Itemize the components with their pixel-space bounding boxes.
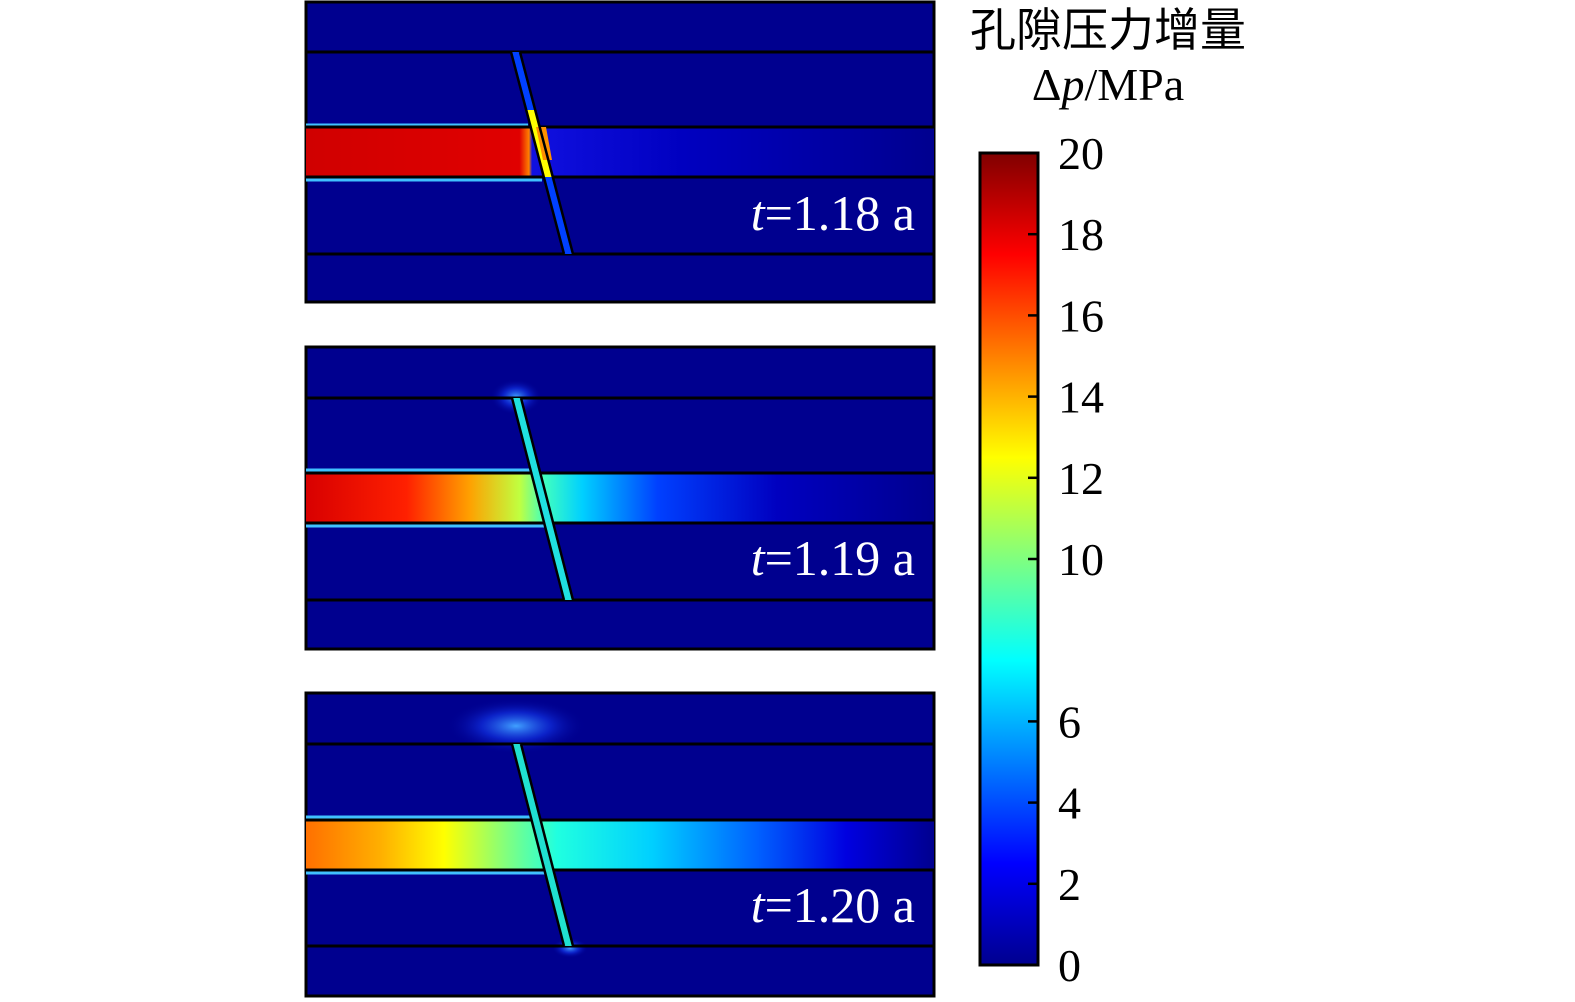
colorbar-tick-label: 10 bbox=[1058, 534, 1104, 585]
panel-2: t=1.19 a bbox=[304, 345, 936, 651]
panel-2-reservoir-layer bbox=[306, 473, 934, 523]
panel-1-fault bbox=[509, 51, 575, 255]
panel-1-layer-boundaries bbox=[306, 50, 934, 256]
panel-2-time-label: t=1.19 a bbox=[751, 530, 915, 586]
colorbar-tick-label: 18 bbox=[1058, 209, 1104, 260]
panel-3-top-glow bbox=[446, 698, 586, 754]
panel-3-fault bbox=[510, 743, 575, 947]
colorbar-tick-label: 16 bbox=[1058, 290, 1104, 341]
panel-3-bottom-glow bbox=[552, 938, 588, 958]
colorbar-tick-label: 14 bbox=[1058, 372, 1104, 423]
panel-3-time-label: t=1.20 a bbox=[751, 877, 915, 933]
panel-3-reservoir-layer bbox=[306, 820, 934, 870]
panel-3: t=1.20 a bbox=[304, 691, 936, 998]
panel-1-time-label: t=1.18 a bbox=[751, 185, 915, 241]
colorbar-tick-label: 20 bbox=[1058, 128, 1104, 179]
panel-2-fault bbox=[510, 397, 575, 601]
panel-3-layer-boundaries bbox=[306, 742, 934, 948]
colorbar-tick-label: 4 bbox=[1058, 778, 1081, 829]
panel-2-layer-boundaries bbox=[306, 396, 934, 602]
colorbar-tick-label: 12 bbox=[1058, 453, 1104, 504]
colorbar-tick-label: 6 bbox=[1058, 696, 1081, 747]
colorbar-tick-label: 0 bbox=[1058, 940, 1081, 991]
panel-1: t=1.18 a bbox=[304, 0, 936, 304]
colorbar-title: 孔隙压力增量 bbox=[970, 5, 1246, 56]
colorbar-tick-label: 2 bbox=[1058, 859, 1081, 910]
panel-1-reservoir-layer bbox=[306, 127, 934, 177]
colorbar-unit: Δp/MPa bbox=[1032, 59, 1184, 110]
